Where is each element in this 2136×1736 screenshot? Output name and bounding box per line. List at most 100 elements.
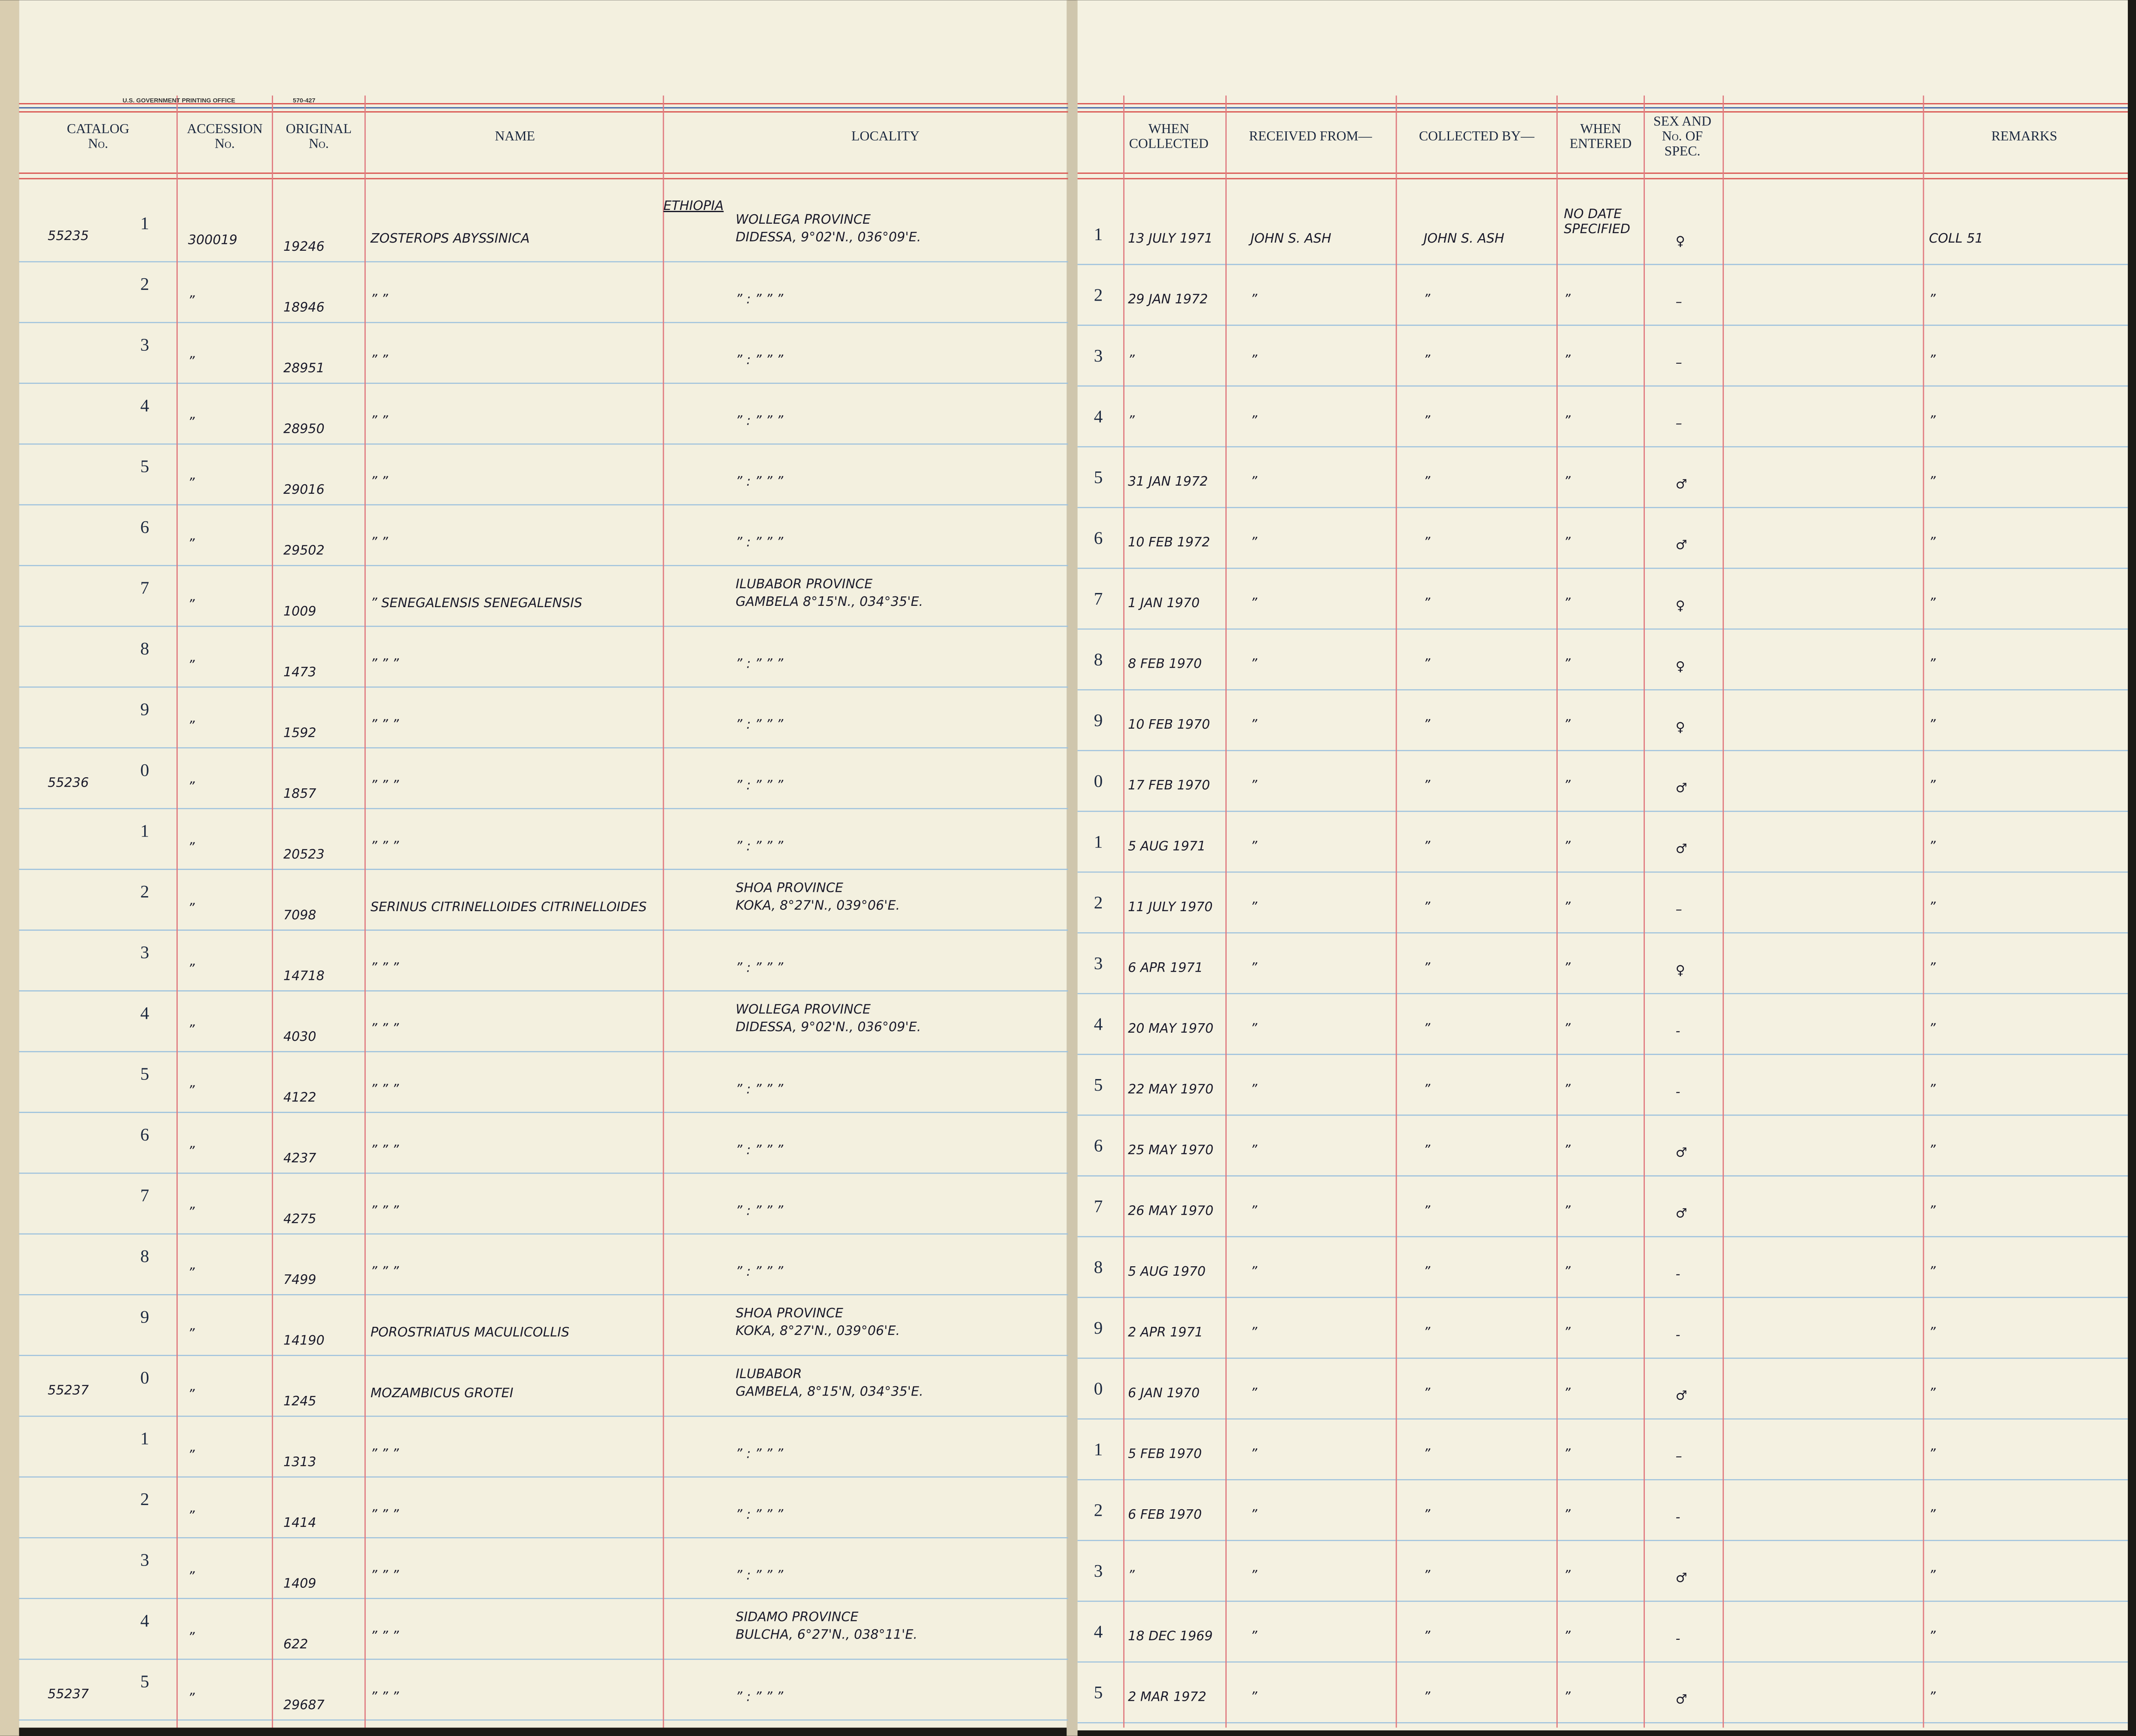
remarks: ” [1929, 657, 1936, 672]
remarks: ” [1929, 1629, 1936, 1644]
original-number: 7098 [283, 908, 316, 923]
collected-by: ” [1424, 960, 1431, 975]
sex: ♀ [1676, 963, 1685, 978]
date-collected: ” [1128, 1568, 1135, 1583]
date-collected: 6 FEB 1970 [1128, 1507, 1202, 1522]
date-collected: 8 FEB 1970 [1128, 657, 1202, 672]
received-from: ” [1251, 1203, 1258, 1218]
column-header: SPEC. [1665, 143, 1701, 158]
original-number: 1313 [283, 1454, 316, 1469]
remarks: ” [1929, 778, 1936, 793]
date-collected: 31 JAN 1972 [1128, 474, 1208, 489]
row-digit: 9 [1094, 1318, 1103, 1338]
remarks: ” [1929, 1446, 1936, 1461]
when-entered: ” [1564, 657, 1571, 672]
column-header: ORIGINAL [286, 121, 352, 136]
original-number: 14190 [283, 1333, 325, 1348]
species-name: ” ” ” [371, 717, 399, 732]
sex: ♂ [1676, 1571, 1687, 1586]
original-number: 4030 [283, 1029, 316, 1044]
remarks: ” [1929, 1689, 1936, 1704]
collected-by: ” [1424, 1568, 1431, 1583]
accession-number: ” [188, 901, 195, 916]
column-header: COLLECTED BY— [1419, 128, 1534, 143]
accession-number: ” [188, 293, 195, 308]
locality: SHOA PROVINCE [735, 1306, 843, 1321]
when-entered: ” [1564, 413, 1571, 429]
accession-number: ” [188, 1691, 195, 1706]
row-digit: 2 [1094, 892, 1103, 912]
collected-by: ” [1424, 1143, 1431, 1158]
when-entered: NO DATE [1564, 207, 1622, 222]
row-digit: 4 [140, 395, 149, 415]
date-collected: 29 JAN 1972 [1128, 292, 1208, 307]
collected-by: ” [1424, 474, 1431, 489]
row-digit: 6 [140, 1125, 149, 1144]
species-name: ” ” ” [371, 657, 399, 672]
locality: ” : ” ” ” [735, 657, 783, 672]
column-header: No. [309, 136, 329, 151]
original-number: 14718 [283, 968, 325, 983]
row-digit: 5 [140, 456, 149, 476]
received-from: ” [1251, 1568, 1258, 1583]
species-name: SERINUS CITRINELLOIDES CITRINELLOIDES [371, 900, 647, 915]
collected-by: ” [1424, 1446, 1431, 1461]
row-digit: 3 [140, 334, 149, 354]
accession-number: ” [188, 1083, 195, 1098]
row-digit: 5 [1094, 1682, 1103, 1702]
row-digit: 9 [140, 1307, 149, 1327]
sex: ♂ [1676, 1692, 1687, 1707]
original-number: 1592 [283, 725, 316, 740]
collected-by: ” [1424, 1629, 1431, 1644]
collected-by: ” [1424, 535, 1431, 550]
collected-by: ” [1424, 1689, 1431, 1704]
received-from: ” [1251, 657, 1258, 672]
sex: - [1676, 1267, 1680, 1282]
rulings [19, 95, 2128, 1728]
accession-number: ” [188, 1022, 195, 1037]
row-digit: 7 [140, 578, 149, 597]
spine [1066, 0, 1078, 1736]
collected-by: ” [1424, 900, 1431, 915]
remarks: ” [1929, 1203, 1936, 1218]
locality: KOKA, 8°27'N., 039°06'E. [735, 898, 900, 913]
accession-number: ” [188, 1569, 195, 1584]
locality: WOLLEGA PROVINCE [735, 212, 871, 227]
species-name: ” ” [371, 474, 388, 489]
species-name: ” ” [371, 353, 388, 368]
received-from: ” [1251, 1264, 1258, 1279]
catalog-number: 55235 [48, 228, 89, 243]
when-entered: ” [1564, 596, 1571, 611]
row-digit: 3 [1094, 1561, 1103, 1581]
original-number: 4122 [283, 1090, 316, 1105]
date-collected: 11 JULY 1970 [1128, 900, 1212, 915]
locality: ” : ” ” ” [735, 1689, 783, 1704]
row-digit: 2 [140, 1489, 149, 1509]
received-from: ” [1251, 292, 1258, 307]
row-digit: 8 [1094, 649, 1103, 669]
remarks: ” [1929, 1264, 1936, 1279]
row-digit: 2 [1094, 285, 1103, 304]
remarks: ” [1929, 596, 1936, 611]
sex: ♀ [1676, 234, 1685, 249]
row-digit: 7 [1094, 1196, 1103, 1216]
row-digit: 0 [1094, 1378, 1103, 1398]
row-digit: 4 [1094, 1622, 1103, 1642]
received-from: ” [1251, 778, 1258, 793]
row-digit: 1 [1094, 832, 1103, 851]
sex: – [1676, 1449, 1682, 1464]
locality: ” : ” ” ” [735, 535, 783, 550]
row-digit: 7 [1094, 589, 1103, 608]
received-from: ” [1251, 1689, 1258, 1704]
printer-note: U.S. GOVERNMENT PRINTING OFFICE [123, 97, 235, 104]
sex: – [1676, 416, 1682, 431]
original-number: 29687 [283, 1697, 325, 1712]
remarks: ” [1929, 960, 1936, 975]
collected-by: ” [1424, 1264, 1431, 1279]
collected-by: ” [1424, 292, 1431, 307]
sex: ♂ [1676, 1206, 1687, 1221]
collected-by: ” [1424, 353, 1431, 368]
date-collected: 13 JULY 1971 [1128, 231, 1212, 246]
locality: BULCHA, 6°27'N., 038°11'E. [735, 1627, 917, 1642]
